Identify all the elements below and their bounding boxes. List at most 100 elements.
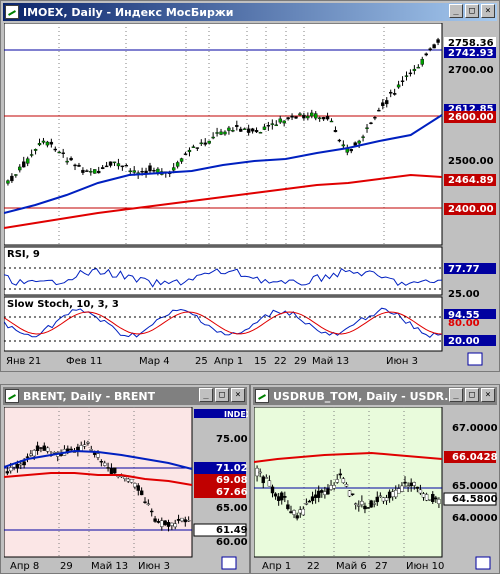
maximize-button[interactable]: □ xyxy=(465,388,479,402)
maximize-button[interactable]: □ xyxy=(215,388,229,402)
candle-body xyxy=(369,500,373,508)
candle-body xyxy=(273,493,278,497)
candle-body xyxy=(307,500,312,503)
candle-body xyxy=(6,180,10,184)
candle-body xyxy=(310,112,314,117)
date-label: Фев 11 xyxy=(66,356,103,367)
candle-body xyxy=(317,117,322,119)
usdrub-titlebar[interactable]: USDRUB_TOM, Daily - USDR... _ □ × xyxy=(253,387,497,405)
candle-body xyxy=(302,114,306,119)
candle-body xyxy=(323,491,327,495)
candle-body xyxy=(239,128,243,132)
candle-body xyxy=(152,170,156,172)
candle-body xyxy=(79,445,83,451)
imoex-titlebar[interactable]: IMOEX, Daily - Индекс МосБиржи _ □ × xyxy=(3,3,497,21)
candle-body xyxy=(223,131,227,135)
brent-price-label: 61.49 xyxy=(216,525,248,536)
candle-body xyxy=(19,463,23,466)
candle-body xyxy=(280,492,284,501)
candle-body xyxy=(246,128,251,133)
candle-body xyxy=(231,130,235,132)
candle-body xyxy=(267,480,272,487)
candle-body xyxy=(437,499,441,504)
candle-body xyxy=(286,504,290,510)
candle-body xyxy=(100,167,105,170)
candle-body xyxy=(409,482,413,487)
candle-body xyxy=(254,130,259,133)
candle-body xyxy=(69,157,73,161)
candle-body xyxy=(133,483,137,488)
chart-window-icon xyxy=(255,389,269,403)
candle-body xyxy=(333,130,338,133)
minimize-button[interactable]: _ xyxy=(449,388,463,402)
moving-average-line xyxy=(4,449,193,470)
imoex-chart[interactable]: 2758.36 2742.93 2700.00 2612.85 2600.00 … xyxy=(4,23,498,371)
usdrub-chart[interactable]: 67.0000 66.0428 65.0000 64.5800 64.0000 … xyxy=(254,407,498,573)
candle-body xyxy=(45,447,50,452)
candle-body xyxy=(434,497,438,500)
candle-body xyxy=(357,140,361,144)
candle-body xyxy=(361,136,365,138)
candle-body xyxy=(372,503,376,505)
candle-body xyxy=(97,170,101,174)
candle-body xyxy=(5,471,10,474)
candle-body xyxy=(108,161,113,166)
minimize-button[interactable]: _ xyxy=(449,4,463,18)
usdrub-price-label: 67.0000 xyxy=(452,423,498,434)
scale-toggle-icon[interactable] xyxy=(467,352,483,366)
candle-body xyxy=(18,166,22,171)
candle-body xyxy=(418,489,423,494)
candle-body xyxy=(264,477,269,479)
brent-titlebar[interactable]: BRENT, Daily - BRENT _ □ × xyxy=(3,387,247,405)
candle-body xyxy=(243,128,247,130)
usdrub-window[interactable]: USDRUB_TOM, Daily - USDR... _ □ × 67.000… xyxy=(250,384,500,574)
brent-window[interactable]: BRENT, Daily - BRENT _ □ × INDEX 75.00 7… xyxy=(0,384,250,574)
candle-body xyxy=(350,493,355,495)
candle-body xyxy=(109,467,114,474)
candle-body xyxy=(103,462,107,466)
scale-toggle-icon[interactable] xyxy=(221,556,237,570)
candle-body xyxy=(170,522,174,526)
candle-body xyxy=(163,520,167,525)
candle-body xyxy=(106,467,110,469)
imoex-window[interactable]: IMOEX, Daily - Индекс МосБиржи _ □ × 275… xyxy=(0,0,500,372)
candle-body xyxy=(317,490,321,498)
price-label-ma-fast: 2612.85 xyxy=(448,104,494,115)
date-label: Май 13 xyxy=(91,561,128,572)
candle-body xyxy=(166,522,171,527)
candle-body xyxy=(276,496,281,501)
candle-body xyxy=(392,93,397,95)
candle-body xyxy=(416,66,421,69)
candle-body xyxy=(301,508,306,516)
candle-body xyxy=(179,158,184,162)
candle-body xyxy=(93,169,97,174)
rsi-line xyxy=(4,267,443,288)
candle-body xyxy=(57,151,61,154)
candle-body xyxy=(338,473,342,476)
close-button[interactable]: × xyxy=(481,388,495,402)
close-button[interactable]: × xyxy=(481,4,495,18)
candle-body xyxy=(61,152,65,154)
close-button[interactable]: × xyxy=(231,388,245,402)
candle-body xyxy=(250,128,255,132)
brent-chart[interactable]: INDEX 75.00 71.02 69.08 67.66 65.00 61.4… xyxy=(4,407,248,573)
candle-body xyxy=(366,507,370,509)
candle-body xyxy=(389,91,393,94)
date-label: 22 xyxy=(307,561,320,572)
scale-toggle-icon[interactable] xyxy=(475,556,491,570)
date-label: Мар 4 xyxy=(139,356,170,367)
usdrub-price-label: 64.0000 xyxy=(452,513,498,524)
date-label: Июн 3 xyxy=(386,356,418,367)
candle-body xyxy=(123,476,127,480)
minimize-button[interactable]: _ xyxy=(199,388,213,402)
candle-body xyxy=(148,165,152,172)
stoch-value-label: 94.55 xyxy=(448,310,480,321)
candle-body xyxy=(92,452,97,455)
maximize-button[interactable]: □ xyxy=(465,4,479,18)
candle-body xyxy=(45,141,50,146)
price-label-2400: 2400.00 xyxy=(448,204,494,215)
candle-body xyxy=(136,485,140,491)
candle-body xyxy=(207,140,211,144)
price-label-last: 2758.36 xyxy=(448,38,494,49)
candle-body xyxy=(381,102,385,107)
